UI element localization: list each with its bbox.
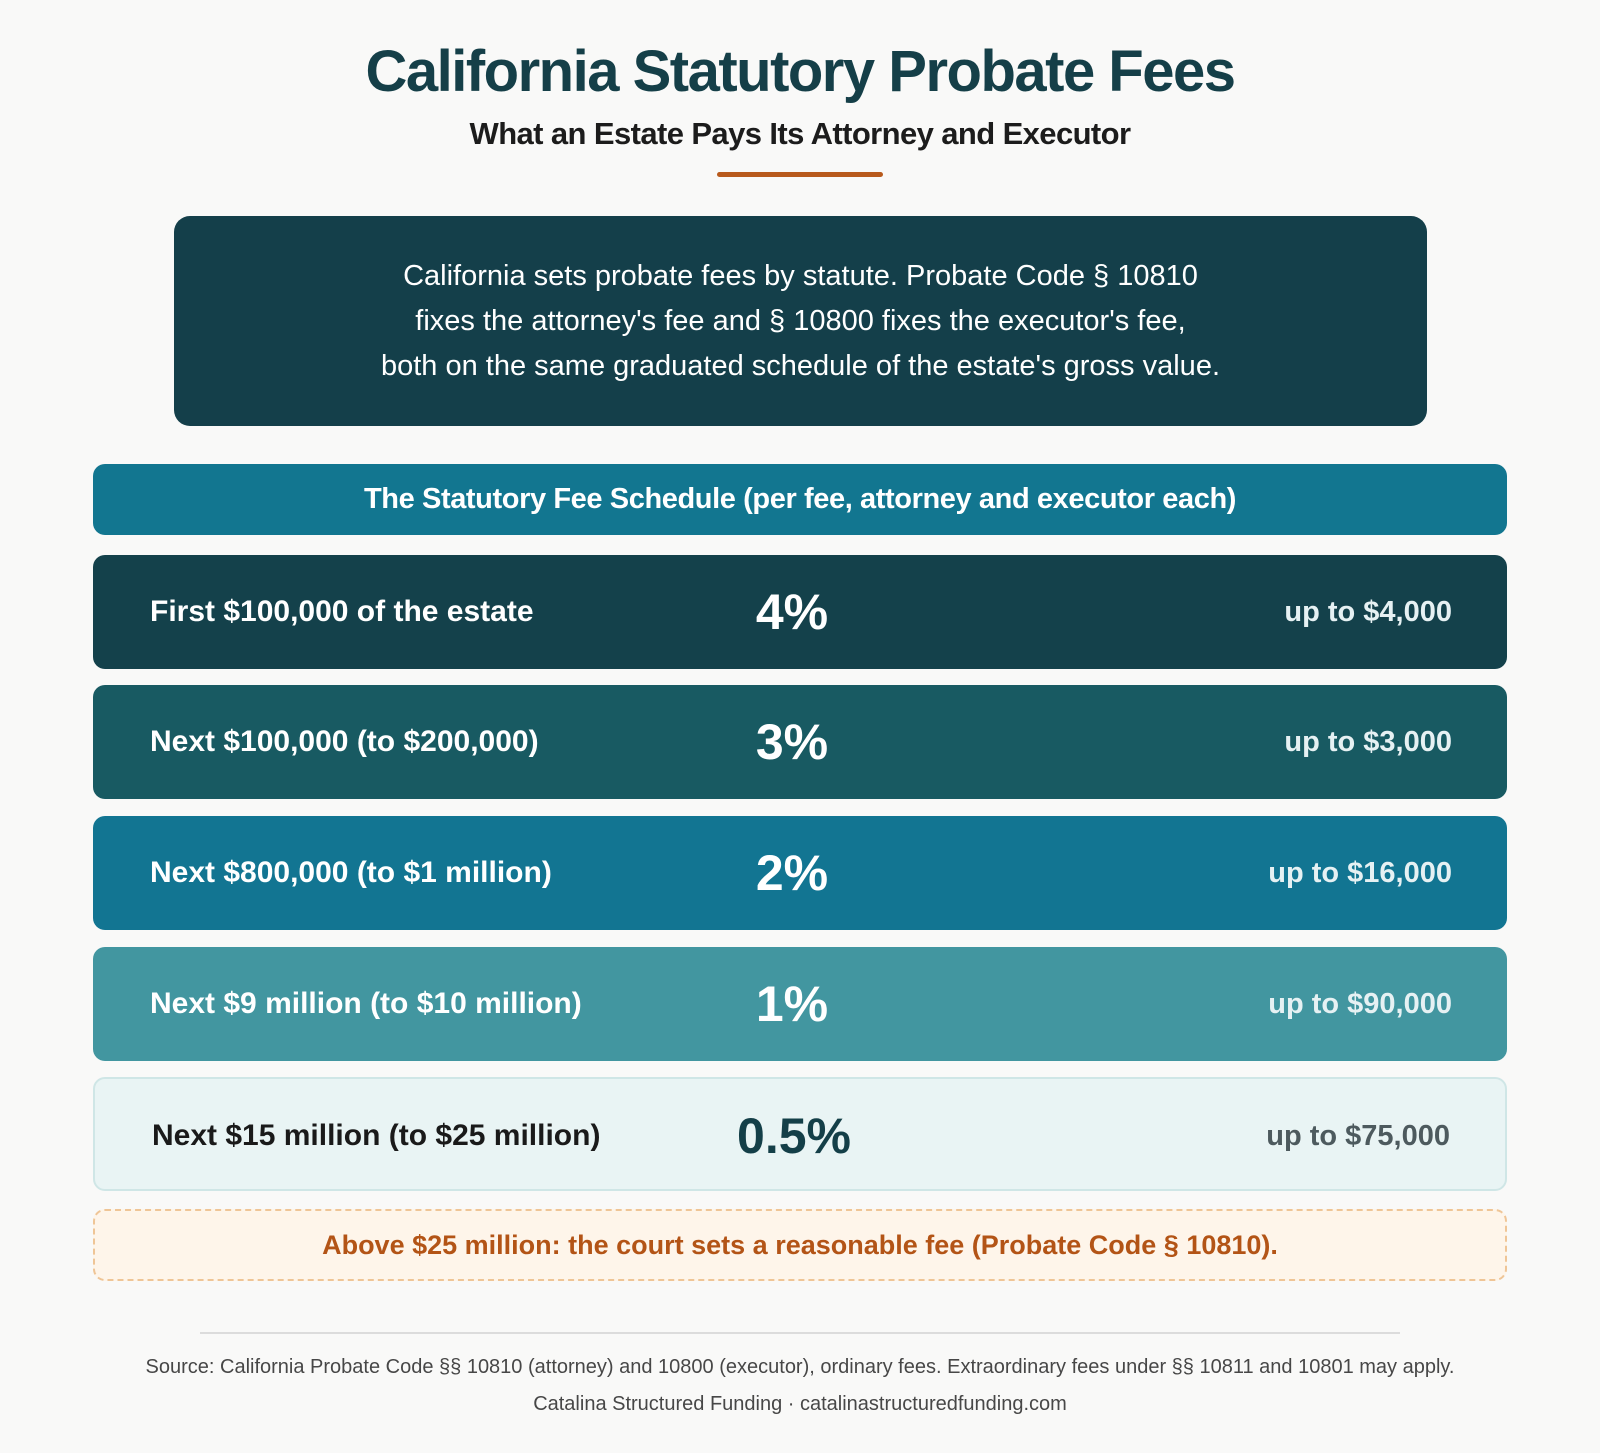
tier-range: Next $15 million (to $25 million) [152,1119,601,1152]
tier-range: Next $800,000 (to $1 million) [150,856,552,889]
tier-rate: 1% [755,976,829,1032]
publisher-credit: Catalina Structured Funding · catalinast… [533,1393,1067,1415]
source-citation: Source: California Probate Code §§ 10810… [145,1356,1455,1378]
tier-cap: up to $16,000 [1268,856,1452,889]
intro-text: California sets probate fees by statute.… [381,254,1220,389]
fee-tier-row: Next $100,000 (to $200,000) 3% up to $3,… [93,685,1507,799]
fee-tier-row: First $100,000 of the estate 4% up to $4… [93,555,1507,669]
tier-range: Next $9 million (to $10 million) [150,987,582,1020]
fee-tier-row: Next $9 million (to $10 million) 1% up t… [93,947,1507,1061]
intro-box: California sets probate fees by statute.… [174,216,1427,426]
tier-rate: 4% [755,584,829,640]
tier-rate: 3% [755,714,829,770]
fee-tier-row: Next $800,000 (to $1 million) 2% up to $… [93,816,1507,930]
schedule-header: The Statutory Fee Schedule (per fee, att… [93,464,1507,535]
intro-line: fixes the attorney's fee and § 10800 fix… [415,304,1186,337]
page-title: California Statutory Probate Fees [365,39,1236,104]
title-divider [717,172,883,177]
above-25-million-note: Above $25 million: the court sets a reas… [93,1209,1507,1281]
fee-tier-row: Next $15 million (to $25 million) 0.5% u… [93,1077,1507,1191]
page-subtitle: What an Estate Pays Its Attorney and Exe… [469,116,1132,151]
tier-cap: up to $90,000 [1268,987,1452,1020]
tier-cap: up to $4,000 [1284,595,1452,628]
tier-cap: up to $3,000 [1284,725,1452,758]
tier-rate: 2% [755,845,829,901]
tier-range: First $100,000 of the estate [150,595,534,628]
footer-divider [200,1332,1400,1334]
tier-cap: up to $75,000 [1266,1119,1450,1152]
intro-line: both on the same graduated schedule of t… [380,349,1221,382]
intro-line: California sets probate fees by statute.… [403,259,1198,292]
tier-range: Next $100,000 (to $200,000) [150,725,539,758]
tier-rate: 0.5% [737,1108,851,1164]
